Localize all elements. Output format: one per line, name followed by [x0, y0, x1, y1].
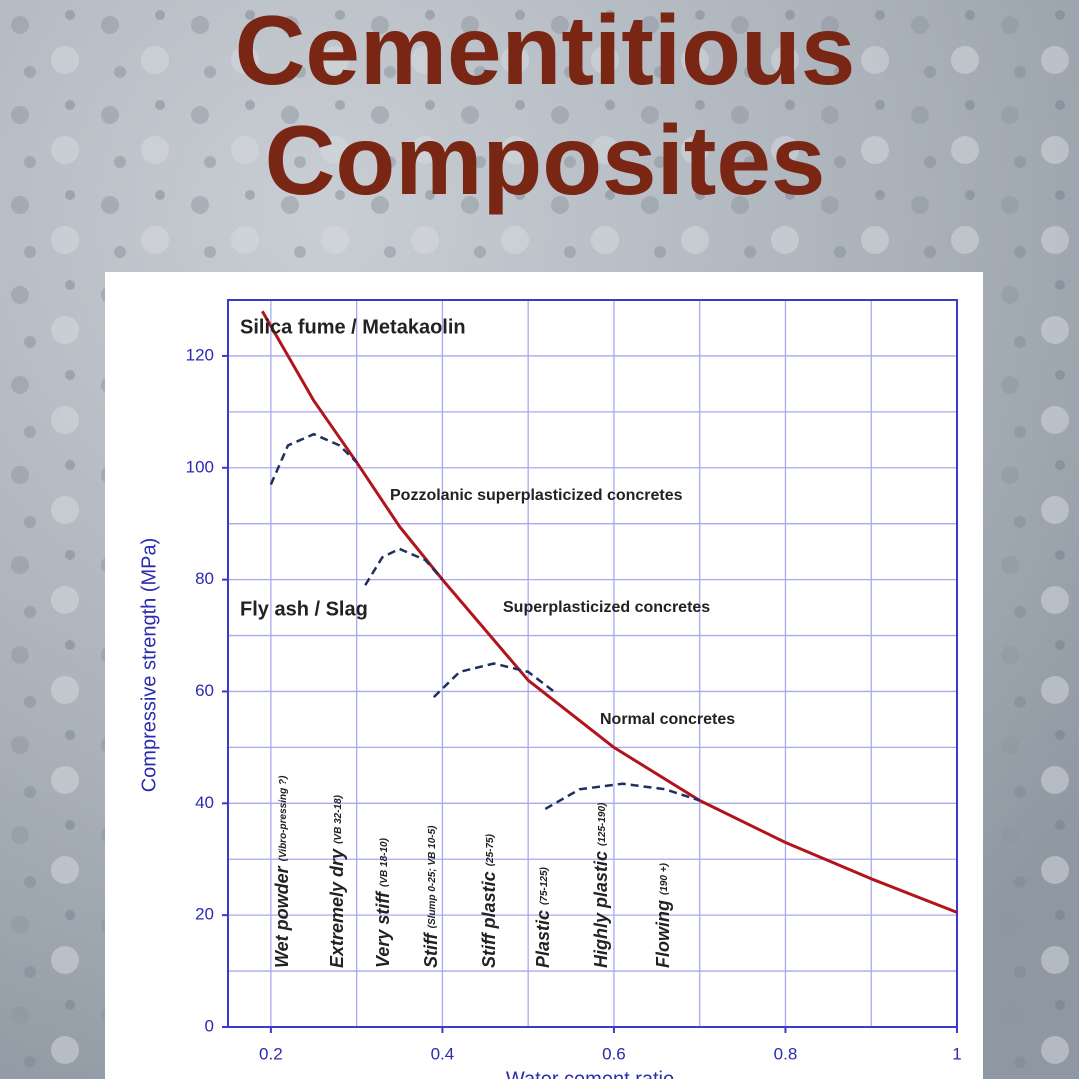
- title-line: Composites: [265, 105, 826, 215]
- dashed-curve: [544, 782, 701, 810]
- x-tick-label: 0.6: [602, 1044, 626, 1063]
- chart: 0 20 40 60 80 100 120 0.2 0.4 0.6 0.8 1 Water cement…: [138, 299, 962, 1079]
- x-tick-label: 1: [952, 1044, 961, 1063]
- y-tick-label: 0: [205, 1016, 214, 1035]
- consistency-label: Wet powder (Vibro-pressing ?): [272, 775, 292, 968]
- plot-frame: [227, 299, 958, 1028]
- y-axis-label: Compressive strength (MPa): [138, 538, 160, 793]
- consistency-note: (125-190): [597, 802, 608, 846]
- chart-panel: [105, 272, 983, 1079]
- y-tick-label: 120: [186, 345, 214, 364]
- dashed-curve: [269, 432, 358, 486]
- consistency-label: Extremely dry (VB 32-18): [327, 794, 347, 968]
- x-tick-label: 0.8: [774, 1044, 798, 1063]
- consistency-note: (190 +): [659, 862, 670, 895]
- consistency-label: Very stiff (VB 18-10): [373, 837, 393, 968]
- y-tick-label: 100: [186, 457, 214, 476]
- consistency-label: Flowing (190 +): [653, 862, 673, 968]
- annotation: Fly ash / Slag: [240, 598, 368, 620]
- consistency-note: (25-75): [485, 833, 496, 866]
- consistency-name: Highly plastic: [591, 851, 611, 968]
- consistency-name: Flowing: [653, 900, 673, 968]
- annotation: Silica fume / Metakaolin: [240, 316, 466, 338]
- consistency-name: Wet powder: [272, 865, 292, 968]
- consistency-note: (VB 18-10): [379, 837, 390, 887]
- y-tick-label: 20: [195, 905, 214, 924]
- y-tick-label: 60: [195, 681, 214, 700]
- consistency-name: Stiff plastic: [479, 871, 499, 968]
- y-tick-label: 40: [195, 793, 214, 812]
- x-tick-label: 0.2: [259, 1044, 283, 1063]
- consistency-note: (75-125): [539, 866, 550, 904]
- x-tick-label: 0.4: [431, 1044, 455, 1063]
- dashed-curve: [432, 662, 555, 698]
- consistency-label: Stiff plastic (25-75): [479, 833, 499, 968]
- x-axis-label: Water cement ratio: [506, 1068, 674, 1079]
- consistency-label: Plastic (75-125): [533, 866, 553, 968]
- title-line: Cementitious: [235, 0, 856, 105]
- consistency-label: Stiff (Slump 0-25; VB 10-5): [421, 825, 441, 968]
- consistency-label: Highly plastic (125-190): [591, 802, 611, 968]
- consistency-note: (Vibro-pressing ?): [278, 775, 289, 861]
- y-tick-label: 80: [195, 569, 214, 588]
- annotation: Superplasticized concretes: [503, 599, 710, 616]
- consistency-name: Very stiff: [373, 890, 393, 968]
- annotation: Pozzolanic superplasticized concretes: [390, 487, 683, 504]
- consistency-name: Extremely dry: [327, 848, 347, 968]
- consistency-name: Stiff: [421, 931, 441, 968]
- strength-curve: [260, 310, 958, 914]
- consistency-note: (Slump 0-25; VB 10-5): [427, 825, 438, 928]
- consistency-note: (VB 32-18): [333, 794, 344, 844]
- consistency-name: Plastic: [533, 910, 553, 968]
- annotation: Normal concretes: [600, 711, 735, 728]
